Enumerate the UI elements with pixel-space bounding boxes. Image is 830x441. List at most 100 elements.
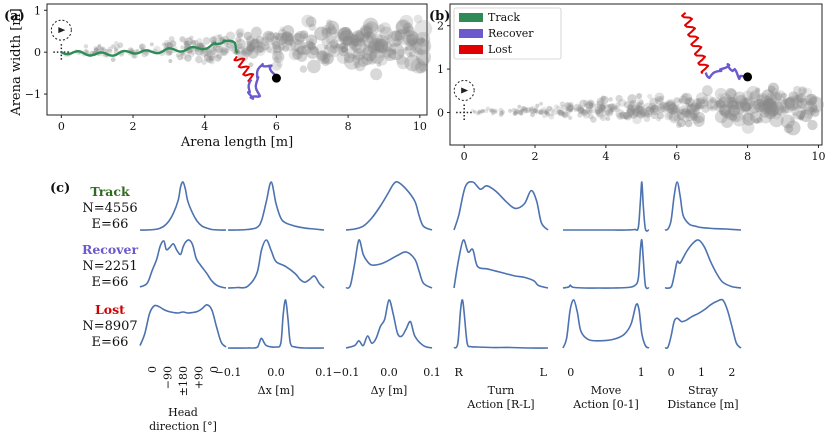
cloud-point bbox=[406, 34, 418, 45]
cloud-point bbox=[736, 106, 745, 115]
cloud-point bbox=[293, 33, 302, 41]
cloud-point bbox=[396, 56, 410, 70]
cloud-point bbox=[391, 30, 403, 42]
cloud-point bbox=[645, 106, 654, 115]
cloud-point bbox=[500, 109, 505, 115]
cloud-point bbox=[659, 101, 671, 113]
cloud-point bbox=[800, 109, 807, 116]
cloud-point bbox=[411, 40, 417, 47]
cloud-point bbox=[706, 99, 719, 112]
cloud-point bbox=[741, 102, 752, 112]
column-xlabel: Δx [m] bbox=[258, 384, 295, 397]
panel-b-y-ticks: 0 1 2 bbox=[437, 20, 450, 119]
cloud-point bbox=[660, 95, 664, 100]
cloud-point bbox=[168, 36, 175, 42]
cloud-point bbox=[714, 110, 728, 124]
cloud-point bbox=[352, 48, 366, 61]
cloud-point bbox=[162, 42, 166, 47]
cloud-point bbox=[325, 20, 340, 35]
cloud-point bbox=[798, 98, 804, 104]
cloud-point bbox=[412, 38, 430, 56]
cloud-point bbox=[681, 93, 689, 101]
cloud-point bbox=[342, 36, 353, 47]
x-tick-label: 0 bbox=[567, 366, 574, 379]
cloud-point bbox=[399, 14, 414, 29]
cloud-point bbox=[615, 109, 625, 119]
cloud-point bbox=[269, 31, 274, 36]
x-tick-label: 1 bbox=[638, 366, 645, 379]
cloud-point bbox=[360, 26, 372, 38]
cloud-point bbox=[201, 59, 207, 65]
cloud-point bbox=[670, 107, 675, 112]
density-curve-recover-col2 bbox=[227, 239, 325, 289]
cloud-point bbox=[700, 104, 705, 109]
cloud-point bbox=[675, 108, 680, 114]
cloud-point bbox=[643, 112, 648, 117]
cloud-point bbox=[410, 41, 423, 53]
cloud-point bbox=[344, 36, 349, 41]
cloud-point bbox=[577, 105, 582, 110]
cloud-point bbox=[247, 46, 252, 52]
cloud-point bbox=[236, 27, 245, 37]
cloud-point bbox=[768, 85, 776, 93]
cloud-point bbox=[357, 56, 369, 67]
cloud-point bbox=[746, 85, 760, 100]
cloud-point bbox=[585, 107, 593, 115]
cloud-point bbox=[719, 109, 725, 116]
cloud-point bbox=[340, 45, 345, 50]
cloud-point bbox=[381, 46, 393, 58]
cloud-point bbox=[365, 23, 374, 31]
cloud-point bbox=[576, 104, 584, 112]
cloud-point bbox=[288, 48, 301, 61]
cloud-point bbox=[769, 92, 782, 105]
cloud-point bbox=[807, 119, 818, 131]
y-tick-label: 0 bbox=[34, 46, 41, 59]
cloud-point bbox=[370, 68, 383, 81]
cloud-point bbox=[414, 37, 432, 55]
cloud-point bbox=[532, 108, 538, 114]
y-tick-label: 1 bbox=[437, 63, 444, 76]
cloud-point bbox=[117, 42, 124, 49]
cloud-point bbox=[769, 101, 784, 116]
cloud-point bbox=[362, 46, 377, 62]
cloud-point bbox=[308, 38, 314, 44]
column-xlabel: Action [0-1] bbox=[572, 398, 639, 411]
x-tick-label: 0 bbox=[668, 366, 675, 379]
cloud-point bbox=[281, 25, 295, 38]
cloud-point bbox=[371, 41, 388, 59]
panel-b: (b) 0 2 4 6 8 10 0 1 2 Track Recover Lost bbox=[429, 3, 825, 163]
cloud-point bbox=[210, 36, 219, 45]
cloud-point bbox=[604, 104, 610, 110]
cloud-point bbox=[732, 106, 741, 115]
cloud-point bbox=[210, 47, 216, 53]
cloud-point bbox=[632, 114, 642, 125]
x-tick-label: 0.0 bbox=[380, 366, 398, 379]
cloud-point bbox=[418, 63, 428, 72]
cloud-point bbox=[659, 105, 667, 114]
cloud-point bbox=[764, 104, 778, 118]
cloud-point bbox=[764, 93, 778, 107]
cloud-point bbox=[113, 47, 118, 52]
cloud-point bbox=[293, 39, 306, 52]
cloud-point bbox=[762, 99, 773, 109]
cloud-point bbox=[721, 116, 734, 129]
density-curve-lost-col2 bbox=[227, 299, 325, 349]
cloud-point bbox=[647, 93, 653, 100]
cloud-point bbox=[256, 42, 267, 53]
cloud-point bbox=[163, 39, 171, 47]
cloud-point bbox=[645, 106, 652, 113]
cloud-point bbox=[544, 108, 550, 114]
cloud-point bbox=[545, 112, 551, 117]
row-n-count: N=8907 bbox=[82, 319, 137, 334]
cloud-point bbox=[691, 108, 700, 117]
cloud-point bbox=[381, 48, 388, 54]
cloud-point bbox=[539, 101, 543, 106]
cloud-point bbox=[338, 29, 354, 46]
cloud-point bbox=[485, 106, 490, 111]
cloud-point bbox=[285, 33, 295, 42]
cloud-point bbox=[615, 102, 621, 107]
cloud-point bbox=[378, 22, 391, 35]
cloud-point bbox=[549, 107, 555, 113]
cloud-point bbox=[678, 108, 685, 115]
